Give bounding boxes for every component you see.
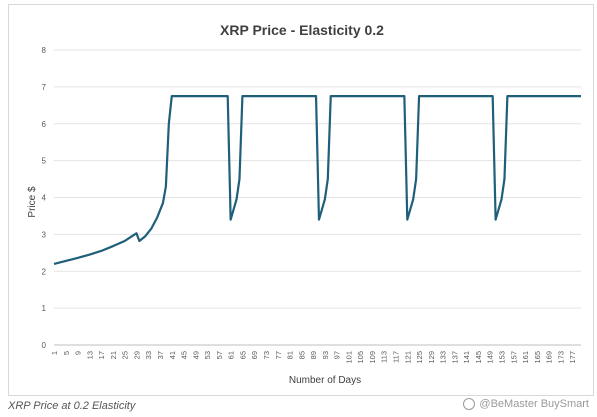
- x-tick-labels: 1 5 9 13 17 21 25 29 33 37 41 45 49 53 57 61 65 69 73 77 81 8…: [50, 351, 577, 364]
- x-tick-label: 37: [156, 351, 165, 359]
- x-tick-label: 117: [392, 351, 401, 363]
- x-tick-label: 89: [309, 351, 318, 359]
- x-tick-label: 13: [85, 351, 94, 359]
- watermark: @BeMaster BuySmart: [463, 398, 589, 410]
- watermark-text: @BeMaster BuySmart: [479, 398, 589, 410]
- x-tick-label: 125: [415, 351, 424, 364]
- y-axis-label: Price $: [27, 186, 38, 218]
- x-tick-label: 17: [97, 351, 106, 359]
- x-tick-label: 113: [380, 351, 389, 363]
- x-tick-label: 101: [344, 351, 353, 364]
- x-tick-label: 1: [50, 351, 59, 355]
- x-tick-label: 97: [333, 351, 342, 359]
- x-tick-label: 65: [238, 351, 247, 359]
- x-tick-label: 69: [250, 351, 259, 359]
- x-tick-label: 133: [439, 351, 448, 364]
- price-line: [53, 94, 581, 265]
- x-axis-label: Number of Days: [289, 375, 361, 386]
- x-tick-label: 33: [144, 351, 153, 359]
- x-tick-label: 141: [462, 351, 471, 364]
- x-tick-label: 45: [180, 351, 189, 359]
- x-tick-label: 5: [62, 351, 71, 355]
- x-tick-label: 85: [297, 351, 306, 359]
- x-tick-label: 161: [521, 351, 530, 364]
- x-tick-label: 153: [498, 351, 507, 364]
- chart-title: XRP Price - Elasticity 0.2: [220, 22, 384, 38]
- x-tick-label: 145: [474, 351, 483, 364]
- y-tick-labels: 0 1 2 3 4 5 6 7 8: [42, 46, 47, 350]
- x-tick-label: 149: [486, 351, 495, 364]
- x-tick-label: 29: [132, 351, 141, 359]
- x-tick-label: 25: [121, 351, 130, 359]
- x-tick-label: 77: [274, 351, 283, 359]
- figure-caption: XRP Price at 0.2 Elasticity: [8, 400, 136, 412]
- x-tick-label: 81: [286, 351, 295, 359]
- x-tick-label: 61: [227, 351, 236, 359]
- x-tick-label: 9: [74, 351, 83, 355]
- x-tick-label: 165: [533, 351, 542, 364]
- x-tick-label: 157: [509, 351, 518, 364]
- x-tick-label: 53: [203, 351, 212, 359]
- x-tick-label: 129: [427, 351, 436, 364]
- x-tick-label: 21: [109, 351, 118, 359]
- watermark-logo-icon: [463, 398, 476, 410]
- x-tick-label: 173: [556, 351, 565, 364]
- y-tick-label: 1: [42, 304, 47, 313]
- x-tick-label: 109: [368, 351, 377, 364]
- y-tick-label: 7: [42, 83, 47, 92]
- x-tick-label: 105: [356, 351, 365, 364]
- y-tick-label: 6: [42, 120, 47, 129]
- y-tick-label: 5: [42, 157, 47, 166]
- y-tick-label: 3: [42, 230, 47, 239]
- y-tick-label: 0: [42, 341, 47, 350]
- x-tick-label: 49: [191, 351, 200, 359]
- y-tick-label: 8: [42, 46, 47, 55]
- x-tick-label: 121: [403, 351, 412, 364]
- x-tick-label: 169: [545, 351, 554, 364]
- x-tick-label: 57: [215, 351, 224, 359]
- x-tick-label: 137: [450, 351, 459, 364]
- x-tick-label: 93: [321, 351, 330, 359]
- x-tick-label: 73: [262, 351, 271, 359]
- x-tick-label: 177: [568, 351, 577, 364]
- x-tick-label: 41: [168, 351, 177, 359]
- y-tick-label: 2: [42, 267, 47, 276]
- y-tick-label: 4: [42, 194, 47, 203]
